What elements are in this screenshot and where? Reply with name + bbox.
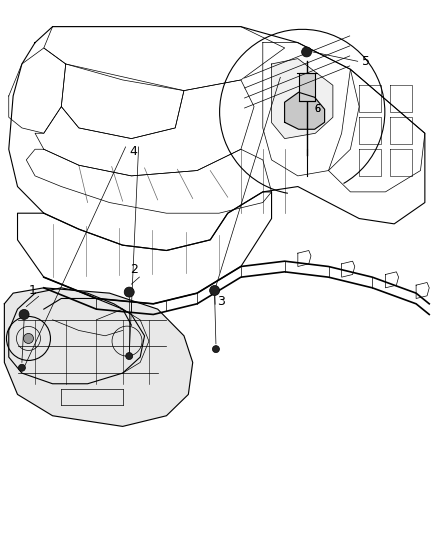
Circle shape <box>19 310 29 319</box>
Polygon shape <box>9 288 145 384</box>
Text: 6: 6 <box>314 104 321 114</box>
Circle shape <box>18 364 25 372</box>
Polygon shape <box>285 92 325 130</box>
Circle shape <box>126 352 133 360</box>
Polygon shape <box>272 59 333 139</box>
Text: 6: 6 <box>314 104 321 114</box>
Text: 3: 3 <box>217 295 225 308</box>
Text: 2: 2 <box>130 263 138 276</box>
Circle shape <box>212 345 219 353</box>
Text: 4: 4 <box>130 146 138 158</box>
Circle shape <box>124 287 134 297</box>
Circle shape <box>24 334 33 343</box>
Text: 1: 1 <box>29 284 37 297</box>
Circle shape <box>210 286 219 295</box>
Polygon shape <box>4 288 193 426</box>
FancyBboxPatch shape <box>299 72 314 101</box>
Text: 5: 5 <box>362 55 370 68</box>
Circle shape <box>302 47 311 57</box>
